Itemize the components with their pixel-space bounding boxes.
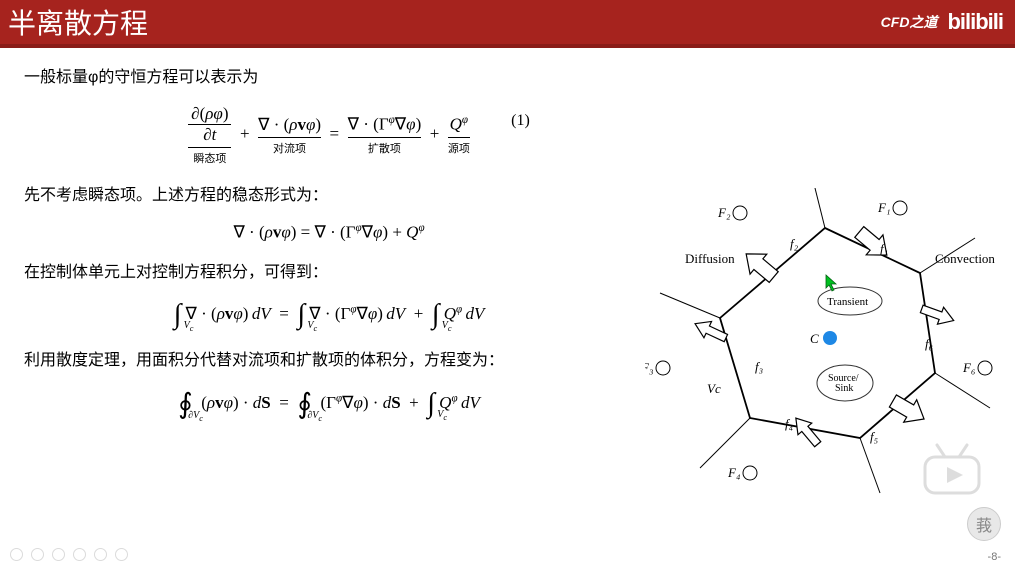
svg-text:f₁: f₁ [880,241,888,256]
paragraph-1: 一般标量φ的守恒方程可以表示为 [24,66,634,90]
svg-text:f₅: f₅ [870,429,878,444]
svg-text:Convection: Convection [935,251,995,266]
svg-text:C: C [810,331,819,346]
term-convection: 对流项 [258,138,321,156]
platform-logo: bilibili [947,9,1003,35]
slide-content: 一般标量φ的守恒方程可以表示为 ∂(ρφ) ∂t 瞬态项 + ∇ · (ρvφ)… [0,48,1015,449]
svg-text:f₃: f₃ [755,359,763,374]
tool-icon[interactable] [10,548,23,561]
equation-number: (1) [511,112,530,130]
pdf-toolbar[interactable] [10,548,128,561]
svg-text:F₁: F₁ [877,200,890,215]
slide-header: 半离散方程 CFD之道 bilibili [0,0,1015,48]
left-column: 一般标量φ的守恒方程可以表示为 ∂(ρφ) ∂t 瞬态项 + ∇ · (ρvφ)… [24,66,634,421]
tool-icon[interactable] [73,548,86,561]
term-transient: 瞬态项 [188,148,231,166]
tool-icon[interactable] [31,548,44,561]
paragraph-2: 先不考虑瞬态项。上述方程的稳态形式为： [24,184,634,208]
bilibili-tv-icon [917,439,987,499]
term-source: 源项 [448,138,470,156]
svg-text:F₄: F₄ [727,465,741,480]
svg-text:F₆: F₆ [962,360,975,375]
tool-icon[interactable] [115,548,128,561]
slide-title: 半离散方程 [8,2,148,42]
channel-name: CFD之道 [881,12,938,32]
equation-1: ∂(ρφ) ∂t 瞬态项 + ∇ · (ρvφ) 对流项 = ∇ · (Γφ∇φ… [24,104,634,166]
svg-text:Diffusion: Diffusion [685,251,735,266]
equation-3: ∫Vc ∇ · (ρvφ) dV = ∫Vc ∇ · (Γφ∇φ) dV + ∫… [24,299,634,331]
svg-text:f₆: f₆ [925,336,933,351]
svg-text:f₂: f₂ [790,236,799,251]
paragraph-4: 利用散度定理，用面积分代替对流项和扩散项的体积分，方程变为： [24,349,634,373]
svg-text:F₂: F₂ [717,205,731,220]
equation-2: ∇ · (ρvφ) = ∇ · (Γφ∇φ) + Qφ [24,222,634,243]
tool-icon[interactable] [94,548,107,561]
equation-4: ∮∂Vc (ρvφ) · dS = ∮∂Vc (Γφ∇φ) · dS + ∫Vc… [24,387,634,421]
svg-text:Transient: Transient [827,296,868,308]
page-number: -8- [988,551,1001,563]
term-diffusion: 扩散项 [348,138,422,156]
tool-icon[interactable] [52,548,65,561]
svg-text:Sink: Sink [835,383,853,394]
svg-text:f₄: f₄ [785,416,794,431]
avatar-icon: 莪 [967,507,1001,541]
header-right: CFD之道 bilibili [881,9,1003,35]
svg-text:F₃: F₃ [645,360,653,375]
svg-text:Vc: Vc [707,381,721,396]
paragraph-3: 在控制体单元上对控制方程积分，可得到： [24,261,634,285]
